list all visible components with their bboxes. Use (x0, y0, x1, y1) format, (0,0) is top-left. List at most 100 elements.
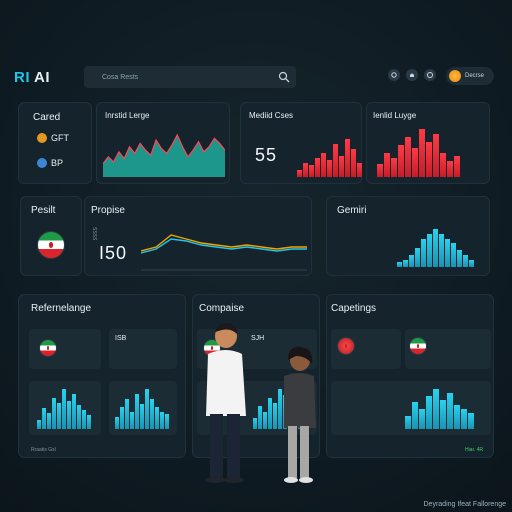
header-icons (388, 69, 436, 81)
chart-bar (391, 158, 397, 177)
series-line (141, 238, 307, 254)
flag-icon (409, 337, 427, 355)
coin-icon (37, 158, 47, 168)
card-gemiri[interactable]: Gemiri (326, 196, 490, 276)
settings-icon[interactable] (388, 69, 400, 81)
chart-bar (398, 145, 404, 177)
chart-bar (135, 394, 139, 429)
area-chart (103, 133, 225, 177)
chart-bar (165, 414, 169, 429)
search-input[interactable]: Cosa Rests (84, 66, 296, 88)
flag-icon (337, 337, 355, 355)
chart-bar (415, 248, 420, 267)
chart-bar (309, 165, 314, 177)
chart-bar (445, 238, 450, 267)
info-panel (331, 329, 401, 369)
bar-chart (405, 387, 474, 429)
card-footer: Rraatis Gsl (31, 447, 56, 453)
coin-icon (37, 133, 47, 143)
chart-bar (433, 134, 439, 177)
flag-icon (37, 231, 65, 259)
chart-bar (409, 255, 414, 267)
chart-bar (384, 153, 390, 177)
card-refernelange[interactable]: Refernelange ISB Rraatis Gsl (18, 294, 186, 458)
chart-bar (427, 233, 432, 267)
card-inrstid-lerge[interactable]: Inrstid Lerge (96, 102, 230, 184)
panel-tag: ISB (115, 335, 127, 342)
chart-bar (47, 412, 51, 429)
side-label: SSSS (91, 227, 97, 241)
chart-bar (412, 402, 418, 429)
chart-bar (419, 129, 425, 177)
chart-bar (140, 404, 144, 429)
bar-chart (115, 387, 169, 429)
chart-bar (37, 419, 41, 429)
chart-bar (447, 161, 453, 177)
series-line (103, 133, 225, 164)
chart-bar (421, 238, 426, 267)
search-icon[interactable] (278, 71, 290, 83)
chart-bar (72, 393, 76, 429)
user-menu-button[interactable]: Decrse (446, 67, 494, 85)
card-title: Capetings (331, 303, 377, 314)
chart-bar (278, 389, 282, 429)
card-cared[interactable]: Cared GFT BP (18, 102, 92, 184)
chart-bar (145, 389, 149, 429)
chart-bar (440, 153, 446, 177)
card-title: Refernelange (31, 303, 92, 314)
chart-bar (426, 395, 432, 429)
chart-bar (426, 142, 432, 177)
card-propise[interactable]: Propise SSSS I50 (84, 196, 312, 276)
flag-icon (39, 339, 57, 357)
card-title: Cared (33, 112, 61, 123)
chart-bar (42, 407, 46, 429)
chart-bar (461, 409, 467, 429)
bar-chart (377, 127, 460, 177)
chart-bar (440, 400, 446, 429)
card-ienlid-luyge[interactable]: Ienlid Luyge (366, 102, 490, 184)
info-panel: ISB (109, 329, 177, 369)
chart-bar (87, 414, 91, 429)
chart-bar (397, 262, 402, 267)
chart-bar (258, 406, 262, 429)
metric-value: I50 (99, 243, 128, 263)
chart-bar (315, 158, 320, 177)
chart-bar (268, 397, 272, 429)
card-title: Propise (91, 205, 125, 216)
bar-chart (397, 227, 474, 267)
info-panel (29, 329, 101, 369)
app-logo: RI AI (14, 68, 50, 86)
chart-bar (351, 148, 356, 177)
bell-icon[interactable] (406, 69, 418, 81)
watermark-text: Deyrading Ifeat Fallorenge (423, 501, 507, 508)
chart-bar (321, 153, 326, 177)
chart-bar (160, 411, 164, 429)
card-capetings[interactable]: Capetings Hiar. 4R (326, 294, 494, 458)
chart-bar (82, 410, 86, 429)
series-line (141, 234, 307, 252)
chart-bar (451, 243, 456, 267)
chart-bar (419, 409, 425, 429)
chart-bar (263, 411, 267, 429)
chart-bar (52, 398, 56, 429)
card-title: Inrstid Lerge (105, 111, 150, 120)
chart-bar (303, 162, 308, 177)
chart-bar (150, 399, 154, 429)
line-chart (141, 234, 307, 271)
info-panel (405, 329, 491, 369)
chart-bar (115, 416, 119, 429)
chart-bar (273, 403, 277, 429)
chart-bar (469, 259, 474, 267)
info-icon[interactable] (424, 69, 436, 81)
chart-bar (327, 160, 332, 177)
user-avatar (449, 70, 461, 82)
chart-bar (463, 255, 468, 267)
chart-bar (447, 393, 453, 429)
chart-panel (109, 381, 177, 435)
chart-bar (454, 404, 460, 429)
card-title: Compaise (199, 303, 245, 314)
card-pesilt[interactable]: Pesilt (20, 196, 82, 276)
card-mediid-cses[interactable]: Mediid Cses 55 (240, 102, 362, 184)
chart-bar (439, 233, 444, 267)
